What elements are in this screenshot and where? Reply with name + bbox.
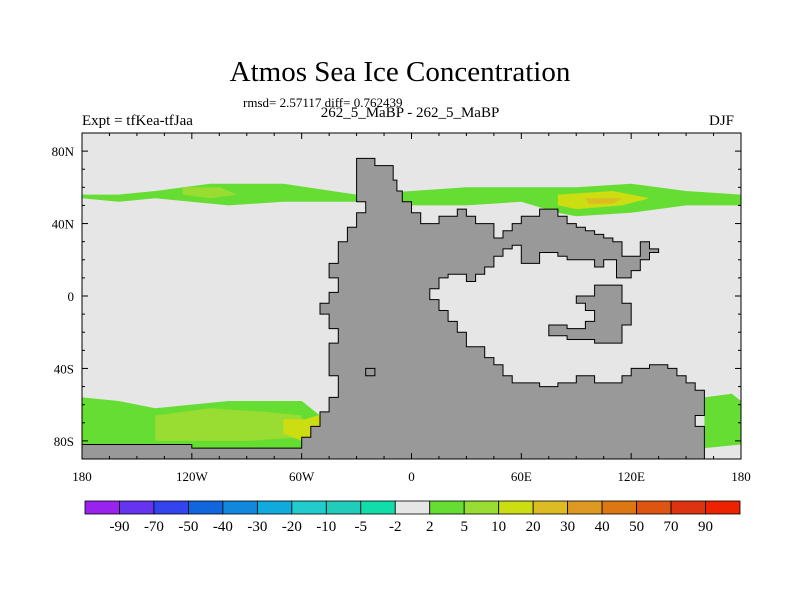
colorbar-label-5: -20 [282,519,302,535]
x-tick-label-6: 180 [731,469,751,484]
x-tick-label-1: 120W [176,469,209,484]
colorbar-label-9: 2 [426,519,434,535]
x-tick-label-2: 60W [289,469,315,484]
colorbar-label-14: 40 [595,519,610,535]
colorbar-label-8: -2 [389,519,402,535]
colorbar-box-9 [394,500,431,515]
ice-band-5-8 [704,393,741,449]
colorbar-label-3: -40 [213,519,233,535]
colorbar-box-8 [360,500,396,515]
colorbar-label-2: -50 [178,519,198,535]
y-tick-label-2: 0 [68,289,75,304]
colorbar-label-4: -30 [247,519,267,535]
colorbar-label-16: 70 [664,519,679,535]
chart-subtitle: rmsd= 2.57117 diff= 0.762439 [243,95,403,110]
y-tick-label-3: 40S [54,361,74,376]
colorbar-box-12 [498,500,534,515]
colorbar-label-15: 50 [629,519,644,535]
colorbar-box-14 [567,500,603,515]
colorbar-box-11 [463,500,500,515]
colorbar-box-17 [670,500,706,515]
ice-band-10-1 [182,187,238,199]
colorbar-label-1: -70 [144,519,164,535]
land-mass-0 [82,157,705,459]
ice-band-30-3 [585,198,622,204]
period-label: 262_5_MaBP - 262_5_MaBP [320,105,500,121]
colorbar-box-2 [153,500,189,515]
y-tick-label-4: 80S [54,434,74,449]
colorbar-label-7: -5 [355,519,368,535]
colorbar-box-3 [188,500,224,515]
y-tick-label-1: 40N [52,217,75,232]
colorbar-box-7 [325,500,362,515]
field-layer [82,157,741,459]
land-mass-1 [548,284,632,344]
chart-title: Atmos Sea Ice Concentration [229,56,571,88]
x-tick-label-0: 180 [72,469,92,484]
colorbar-box-13 [532,500,569,515]
colorbar-label-17: 90 [698,519,713,535]
colorbar-box-6 [291,500,327,515]
x-tick-label-4: 60E [511,469,532,484]
colorbar-box-15 [601,500,637,515]
colorbar-label-10: 5 [460,519,468,535]
colorbar-box-16 [636,500,672,515]
colorbar-label-12: 20 [526,519,541,535]
colorbar-label-6: -10 [316,519,336,535]
colorbar-box-10 [429,500,465,515]
colorbar: -90 -70 -50 -40 -30 -20 -10 -5 -2 2 5 10 20 30 40 50 70 9… [84,500,741,535]
land-mass-2 [365,367,376,377]
colorbar-box-18 [705,500,741,515]
plot-area [82,133,741,459]
colorbar-label-0: -90 [109,519,129,535]
y-tick-label-0: 80N [52,144,75,159]
colorbar-box-5 [256,500,293,515]
experiment-label: Expt = tfKea-tfJaa [82,113,193,129]
ice-band-10-5 [155,408,302,441]
x-tick-label-5: 120E [617,469,645,484]
season-label: DJF [709,113,735,129]
colorbar-box-4 [222,500,258,515]
x-tick-label-3: 0 [408,469,415,484]
colorbar-box-1 [119,500,155,515]
colorbar-label-13: 30 [560,519,575,535]
colorbar-label-11: 10 [491,519,506,535]
axis-layer: 180 120W 60W 0 60E 120E 180 80N 40N 0 40S 80S [52,132,751,484]
colorbar-box-0 [84,500,120,515]
